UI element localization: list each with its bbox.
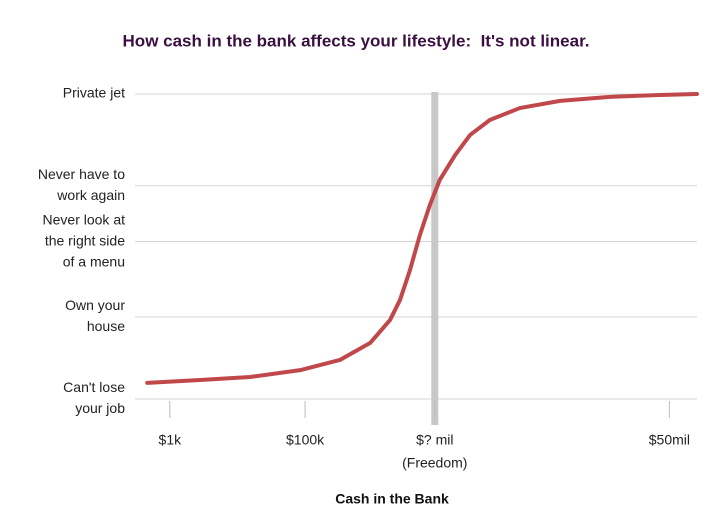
chart-title: How cash in the bank affects your lifest… xyxy=(123,31,590,50)
y-tick-label: Never look at xyxy=(43,211,126,227)
x-tick-label: $50mil xyxy=(649,432,690,448)
y-tick-label: Own your xyxy=(65,297,125,313)
y-tick-label: work again xyxy=(56,187,125,203)
y-tick-label: of a menu xyxy=(63,253,125,269)
x-tick-label: $? mil xyxy=(416,432,453,448)
y-tick-label: Can't lose xyxy=(63,379,125,395)
y-tick-label: Never have to xyxy=(38,166,125,182)
x-tick-label: $1k xyxy=(159,432,183,448)
x-tick-label: (Freedom) xyxy=(402,455,467,471)
y-tick-label: house xyxy=(87,318,125,334)
x-tick-label: $100k xyxy=(286,432,325,448)
line-series xyxy=(145,91,699,385)
y-tick-label: your job xyxy=(75,400,125,416)
x-axis-label: Cash in the Bank xyxy=(335,491,449,507)
y-tick-label: the right side xyxy=(45,232,125,248)
y-tick-label: Private jet xyxy=(63,85,125,101)
